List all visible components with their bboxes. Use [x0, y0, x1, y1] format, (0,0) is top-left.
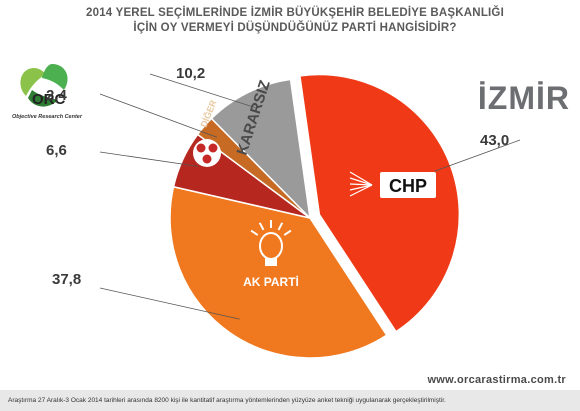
value-label: 43,0 — [480, 132, 509, 149]
title-line-2: İÇİN OY VERMEYİ DÜŞÜNDÜĞÜNÜZ PARTİ HANGİ… — [133, 22, 457, 34]
leader-line — [99, 151, 199, 167]
value-label: 6,6 — [46, 142, 67, 159]
value-label: 2,4 — [46, 87, 68, 104]
logo-subtitle: Objective Research Center — [12, 114, 83, 120]
leader-line — [434, 139, 521, 172]
leader-line — [99, 93, 218, 138]
footer-note: Araştırma 27 Aralık-3 Ocak 2014 tarihler… — [8, 397, 446, 404]
slice-ak-parti- — [169, 185, 388, 359]
akp-logo-label: AK PARTİ — [243, 220, 299, 289]
svg-text:CHP: CHP — [389, 176, 427, 196]
value-label: 37,8 — [52, 271, 81, 288]
title-line-1: 2014 YEREL SEÇİMLERİNDE İZMİR BÜYÜKŞEHİR… — [86, 7, 504, 19]
chp-logo-label: CHP — [349, 171, 436, 198]
mhp-logo-label — [193, 139, 221, 167]
orc-logo: ORC — [12, 58, 92, 124]
city-name: İZMİR — [477, 80, 570, 116]
leader-line — [99, 287, 240, 320]
svg-text:AK PARTİ: AK PARTİ — [243, 274, 299, 289]
value-label: 10,2 — [176, 65, 205, 82]
footer-bar: Araştırma 27 Aralık-3 Ocak 2014 tarihler… — [0, 390, 580, 411]
svg-text:ORC: ORC — [32, 91, 66, 108]
slice-kararsiz — [210, 78, 312, 221]
leader-line — [149, 73, 256, 108]
website-url[interactable]: www.orcarastirma.com.tr — [427, 374, 566, 386]
chart-title: 2014 YEREL SEÇİMLERİNDE İZMİR BÜYÜKŞEHİR… — [60, 6, 530, 36]
